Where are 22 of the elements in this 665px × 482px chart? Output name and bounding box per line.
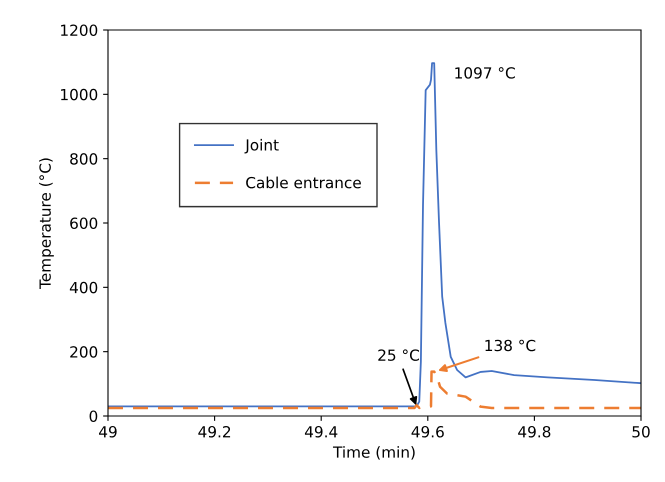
line-series	[108, 370, 641, 410]
x-axis-title: Time (min)	[332, 446, 415, 460]
x-tick-label: 49	[99, 426, 117, 438]
y-tick-label: 1200	[61, 24, 98, 36]
y-tick-label: 200	[70, 346, 98, 358]
legend-label: Cable entrance	[246, 176, 361, 188]
x-tick-label: 49.4	[304, 426, 338, 438]
x-tick-label: 49.8	[518, 426, 550, 438]
annotation: 138 °C	[485, 340, 536, 352]
x-tick-label: 49.2	[198, 426, 230, 438]
y-tick-label: 800	[70, 153, 98, 165]
x-tick-label: 50	[632, 426, 650, 438]
y-axis-title: Temperature (°C)	[39, 158, 54, 289]
annotation: 25 °C	[378, 349, 419, 361]
y-tick-label: 0	[90, 410, 98, 422]
legend-label: Joint	[244, 138, 279, 154]
annotation: 1097 °C	[455, 67, 515, 79]
y-tick-label: 400	[70, 282, 98, 294]
line-series	[108, 62, 641, 408]
y-tick-label: 600	[70, 217, 98, 230]
x-tick-label: 49.6	[412, 426, 444, 438]
y-tick-label: 1000	[61, 88, 98, 100]
